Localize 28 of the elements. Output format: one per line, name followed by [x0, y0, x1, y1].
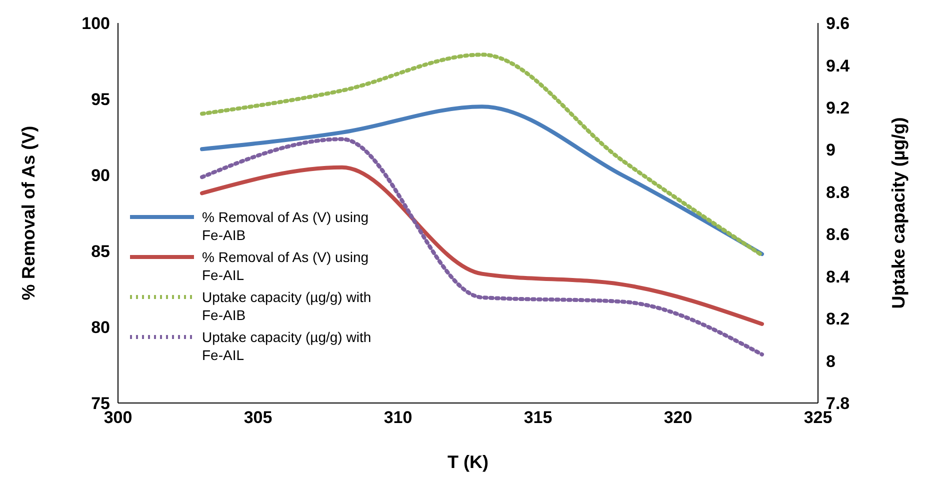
x-tick-label: 310 [384, 408, 412, 428]
y-tick-label: 90 [91, 166, 110, 186]
y-axis-title: % Removal of As (V) [18, 126, 38, 300]
y-tick-label: 95 [91, 90, 110, 110]
y2-tick-label: 8.2 [826, 310, 850, 329]
y-tick-label: 85 [91, 242, 110, 262]
y2-tick-label: 8.4 [826, 267, 850, 286]
x-tick-label: 325 [804, 408, 832, 428]
y2-tick-label: 9.4 [826, 56, 850, 76]
x-tick-label: 320 [664, 408, 692, 428]
y2-tick-label: 9.2 [826, 98, 850, 118]
x-axis-title: T (K) [448, 452, 488, 472]
line-series [200, 165, 764, 326]
y2-tick-label: 8.8 [826, 182, 850, 202]
legend-label: % Removal of As (V) using Fe-AIL [202, 248, 370, 284]
y2-tick-label: 9.6 [826, 14, 850, 34]
legend-label: Uptake capacity (µg/g) with Fe-AIB [202, 288, 372, 324]
y2-tick-label: 8.6 [826, 225, 850, 244]
y-tick-label: 80 [91, 318, 110, 338]
x-tick-label: 305 [244, 408, 272, 428]
y-tick-label: 100 [82, 14, 110, 34]
y2-tick-label: 8 [826, 352, 836, 371]
x-tick-label: 300 [104, 408, 132, 428]
y2-tick-label: 9 [826, 140, 836, 160]
y2-axis-title: Uptake capacity (µg/g) [888, 117, 908, 309]
legend-label: % Removal of As (V) using Fe-AIB [202, 208, 370, 244]
legend-label: Uptake capacity (µg/g) with Fe-AIL [202, 328, 372, 364]
x-tick-label: 315 [524, 408, 552, 428]
